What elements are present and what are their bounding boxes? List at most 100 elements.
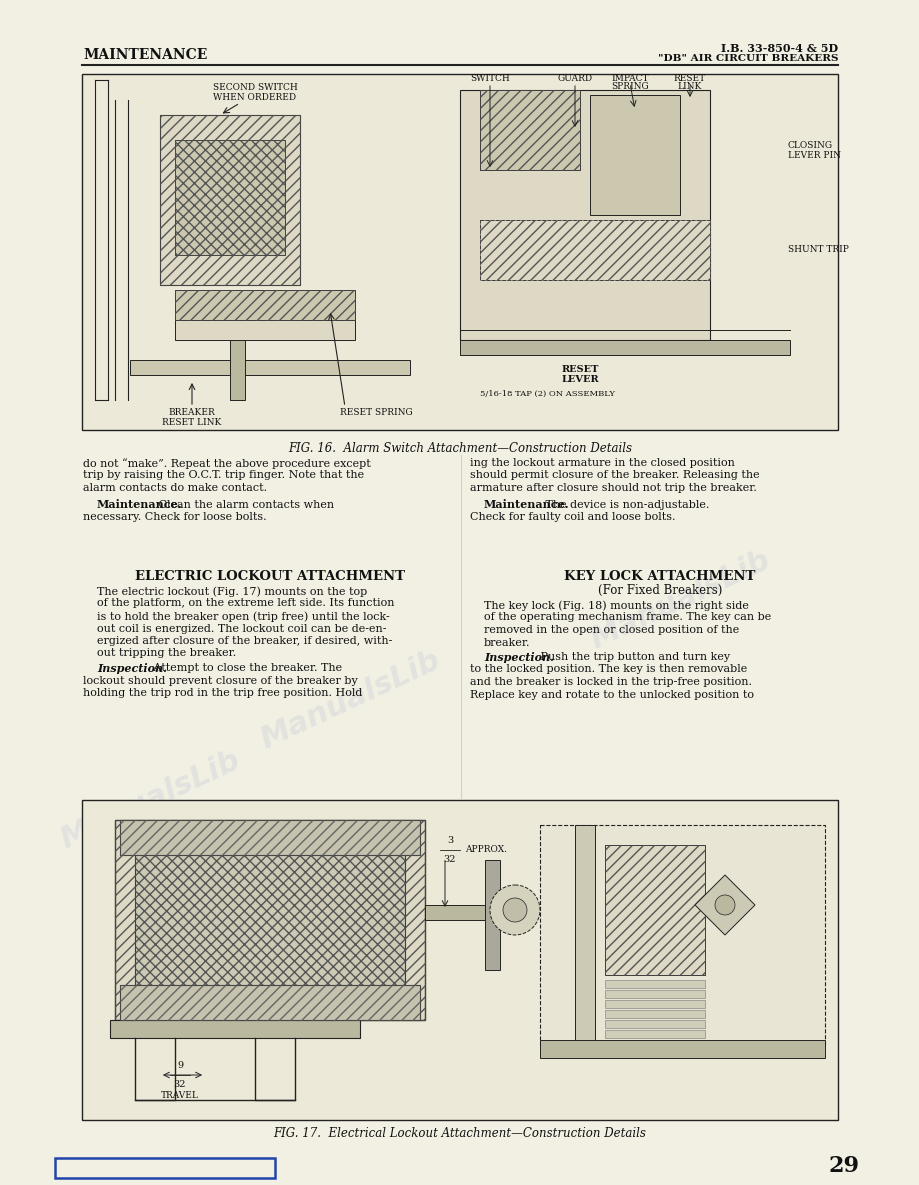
Text: BREAKER: BREAKER (168, 408, 215, 417)
Bar (115, 820, 425, 1020)
Text: Replace key and rotate to the unlocked position to: Replace key and rotate to the unlocked p… (470, 690, 754, 699)
Bar (115, 820, 425, 1020)
Text: (For Fixed Breakers): (For Fixed Breakers) (598, 584, 722, 597)
Text: ManualsLib: ManualsLib (585, 545, 775, 654)
Text: of the platform, on the extreme left side. Its function: of the platform, on the extreme left sid… (97, 598, 394, 609)
Text: FIG. 16.  Alarm Switch Attachment—Construction Details: FIG. 16. Alarm Switch Attachment—Constru… (288, 442, 632, 455)
Text: WHEN ORDERED: WHEN ORDERED (213, 92, 297, 102)
Bar (175, 140, 285, 255)
Bar (540, 1040, 825, 1058)
Text: LEVER: LEVER (562, 374, 599, 384)
Text: MAINTENANCE: MAINTENANCE (83, 49, 208, 62)
Text: Attempt to close the breaker. The: Attempt to close the breaker. The (150, 662, 342, 673)
Text: The device is non-adjustable.: The device is non-adjustable. (542, 500, 709, 510)
Text: RESET: RESET (674, 73, 706, 83)
Bar (575, 825, 595, 1045)
Text: TRAVEL: TRAVEL (161, 1091, 199, 1100)
Text: APPROX.: APPROX. (465, 846, 507, 854)
Text: SWITCH: SWITCH (471, 73, 510, 83)
Bar (605, 1010, 705, 1018)
Text: 5/16-18 TAP (2) ON ASSEMBLY: 5/16-18 TAP (2) ON ASSEMBLY (480, 390, 615, 398)
Text: 32: 32 (174, 1080, 187, 1089)
Text: KEY LOCK ATTACHMENT: KEY LOCK ATTACHMENT (564, 570, 755, 583)
Bar (605, 1030, 705, 1038)
Bar (605, 1000, 705, 1008)
Polygon shape (695, 875, 755, 935)
Bar (605, 845, 705, 975)
Text: is to hold the breaker open (trip free) until the lock-: is to hold the breaker open (trip free) … (97, 611, 390, 622)
Text: to the locked position. The key is then removable: to the locked position. The key is then … (470, 665, 747, 674)
Text: breaker.: breaker. (484, 638, 530, 647)
Text: 3: 3 (447, 835, 453, 845)
Text: RESET: RESET (562, 365, 598, 374)
Text: ManualsLib: ManualsLib (505, 196, 695, 305)
Circle shape (715, 895, 735, 915)
Text: GUARD: GUARD (558, 73, 593, 83)
Bar (175, 290, 355, 320)
Text: holding the trip rod in the trip free position. Hold: holding the trip rod in the trip free po… (83, 688, 362, 698)
Bar (160, 115, 300, 286)
Text: LINK: LINK (678, 82, 702, 91)
Text: FIG. 17.  Electrical Lockout Attachment—Construction Details: FIG. 17. Electrical Lockout Attachment—C… (274, 1127, 646, 1140)
Text: ManualsLib: ManualsLib (106, 295, 295, 404)
Bar (55, 1158, 275, 1178)
Text: 32: 32 (444, 856, 456, 864)
Bar (480, 220, 710, 280)
Text: ing the lockout armature in the closed position: ing the lockout armature in the closed p… (470, 457, 735, 468)
Text: necessary. Check for loose bolts.: necessary. Check for loose bolts. (83, 512, 267, 523)
Text: The key lock (Fig. 18) mounts on the right side: The key lock (Fig. 18) mounts on the rig… (484, 600, 749, 610)
Circle shape (503, 898, 527, 922)
Text: Maintenance.: Maintenance. (97, 500, 183, 511)
Text: do not “make”. Repeat the above procedure except: do not “make”. Repeat the above procedur… (83, 457, 370, 469)
Text: Clean the alarm contacts when: Clean the alarm contacts when (155, 500, 335, 510)
Text: Inspection.: Inspection. (97, 662, 167, 674)
Text: RESET SPRING: RESET SPRING (340, 408, 413, 417)
Bar (130, 360, 410, 374)
Bar (605, 980, 705, 988)
Bar (480, 90, 580, 169)
Text: ManualsLib: ManualsLib (55, 745, 244, 854)
Text: Push the trip button and turn key: Push the trip button and turn key (537, 652, 730, 662)
Text: should permit closure of the breaker. Releasing the: should permit closure of the breaker. Re… (470, 470, 760, 480)
Bar (120, 985, 420, 1020)
Text: LEVER PIN: LEVER PIN (788, 150, 841, 160)
Bar (480, 90, 580, 169)
Bar (135, 840, 405, 1000)
Text: trip by raising the O.C.T. trip finger. Note that the: trip by raising the O.C.T. trip finger. … (83, 470, 364, 480)
Text: alarm contacts do make contact.: alarm contacts do make contact. (83, 483, 267, 493)
Text: removed in the open or closed position of the: removed in the open or closed position o… (484, 624, 739, 635)
Text: ManualsLib: ManualsLib (405, 896, 595, 1005)
Text: ELECTRIC LOCKOUT ATTACHMENT: ELECTRIC LOCKOUT ATTACHMENT (135, 570, 405, 583)
Bar (485, 860, 500, 971)
Text: RESET LINK: RESET LINK (163, 418, 221, 427)
Text: ManualsLib: ManualsLib (255, 646, 445, 755)
Text: lockout should prevent closure of the breaker by: lockout should prevent closure of the br… (83, 675, 357, 685)
Bar (230, 340, 245, 401)
Bar (425, 905, 505, 920)
Text: of the operating mechanism frame. The key can be: of the operating mechanism frame. The ke… (484, 613, 771, 622)
Text: "DB" AIR CIRCUIT BREAKERS: "DB" AIR CIRCUIT BREAKERS (657, 55, 838, 63)
Circle shape (490, 885, 540, 935)
Text: IMPACT: IMPACT (611, 73, 649, 83)
Text: The electric lockout (Fig. 17) mounts on the top: The electric lockout (Fig. 17) mounts on… (97, 587, 368, 596)
Text: SECOND SWITCH: SECOND SWITCH (212, 83, 298, 92)
Bar (135, 840, 405, 1000)
Bar (175, 290, 355, 320)
Text: and the breaker is locked in the trip-free position.: and the breaker is locked in the trip-fr… (470, 677, 752, 687)
Text: Check for faulty coil and loose bolts.: Check for faulty coil and loose bolts. (470, 512, 675, 523)
Text: 29: 29 (829, 1155, 860, 1177)
Bar (120, 820, 420, 856)
Text: SHUNT TRIP: SHUNT TRIP (788, 245, 849, 255)
Bar (160, 115, 300, 286)
Text: armature after closure should not trip the breaker.: armature after closure should not trip t… (470, 483, 757, 493)
Bar (175, 320, 355, 340)
Bar (540, 825, 825, 1045)
Bar (590, 95, 680, 214)
Text: Maintenance.: Maintenance. (484, 500, 570, 511)
Text: out tripping the breaker.: out tripping the breaker. (97, 648, 236, 659)
Bar (82, 800, 838, 1120)
Bar (460, 340, 790, 356)
Bar (605, 989, 705, 998)
Bar (82, 73, 838, 430)
Bar (175, 140, 285, 255)
